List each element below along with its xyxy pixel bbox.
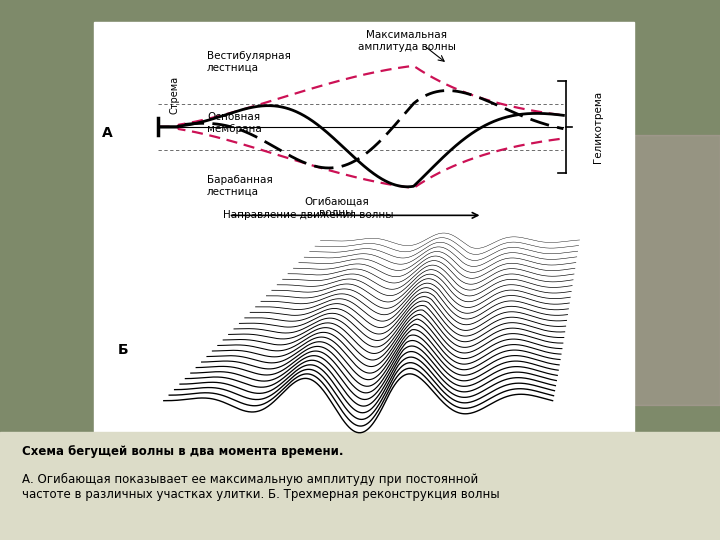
Text: Направление движения волны: Направление движения волны — [223, 211, 394, 220]
Text: Вестибулярная
лестница: Вестибулярная лестница — [207, 51, 291, 73]
Text: А. Огибающая показывает ее максимальную амплитуду при постоянной
частоте в разли: А. Огибающая показывает ее максимальную … — [22, 472, 499, 501]
Bar — [94, 22, 634, 443]
Bar — [0, 432, 720, 540]
Text: Геликотрема: Геликотрема — [593, 91, 603, 163]
Bar — [446, 135, 720, 405]
Text: Барабанная
лестница: Барабанная лестница — [207, 176, 273, 197]
Bar — [0, 443, 720, 540]
Text: Максимальная
амплитуда волны: Максимальная амплитуда волны — [358, 30, 456, 52]
Bar — [0, 0, 720, 443]
Text: Стрема: Стрема — [170, 76, 179, 114]
Text: Б: Б — [118, 343, 129, 357]
Text: А: А — [102, 126, 112, 140]
Text: Схема бегущей волны в два момента времени.: Схема бегущей волны в два момента времен… — [22, 446, 343, 458]
Text: Огибающая
волны: Огибающая волны — [305, 197, 369, 218]
Text: Основная
мембрана: Основная мембрана — [207, 112, 262, 134]
